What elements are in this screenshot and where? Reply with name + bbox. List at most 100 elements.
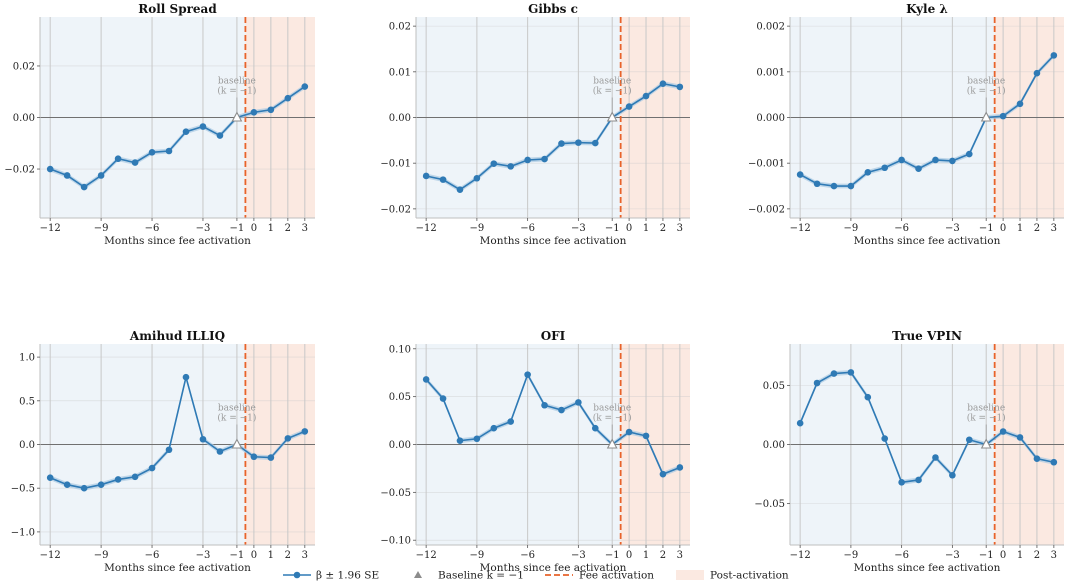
data-point: [625, 103, 633, 110]
data-point: [932, 454, 939, 461]
data-point: [864, 169, 872, 176]
data-point: [999, 112, 1007, 120]
baseline-annotation-line2: (k = −1): [217, 86, 256, 97]
data-point: [182, 128, 190, 135]
data-point: [473, 435, 481, 443]
data-point: [439, 395, 447, 402]
data-point: [524, 156, 531, 164]
data-point: [642, 92, 650, 100]
legend-post-label: Post-activation: [710, 570, 789, 582]
data-point: [46, 474, 54, 482]
series-line: [799, 54, 1055, 187]
x-tick-label: 1: [1017, 223, 1023, 234]
data-point: [165, 147, 173, 155]
x-tick-label: 1: [268, 550, 274, 561]
y-tick-label: −0.02: [380, 204, 411, 215]
x-axis-label: Months since fee activation: [854, 562, 1001, 574]
data-point: [932, 156, 939, 164]
x-tick-label: 2: [660, 223, 666, 234]
data-point: [250, 453, 258, 461]
x-tick-label: 1: [268, 223, 274, 234]
x-tick-label: 1: [643, 550, 649, 561]
data-point: [847, 182, 855, 190]
legend: β ± 1.96 SE Baseline k = −1 Fee activation…: [283, 570, 789, 582]
data-point: [1033, 69, 1041, 77]
legend-series-label: β ± 1.96 SE: [316, 570, 379, 582]
data-point: [267, 106, 275, 114]
x-tick-label: −9: [844, 223, 859, 234]
baseline-annotation-line1: baseline: [593, 404, 631, 414]
chart-panel-1: baseline(k = −1) −12 −9 −6 −3 −1 0 1 2 3 −0.02 0.00…: [4, 2, 315, 247]
data-point: [915, 476, 922, 484]
x-tick-label: −12: [40, 223, 61, 234]
legend-baseline-label: Baseline k = −1: [438, 570, 524, 582]
x-tick-label: −12: [790, 550, 811, 561]
baseline-annotation-line2: (k = −1): [217, 413, 256, 424]
chart-title: Roll Spread: [138, 2, 217, 16]
data-point: [949, 157, 956, 165]
data-point: [591, 139, 599, 147]
y-tick-label: −0.01: [380, 159, 411, 170]
x-tick-label: −1: [605, 223, 620, 234]
chart-panel-5: baseline(k = −1) −12 −9 −6 −3 −1 0 1 2 3 −0.10 −0.0…: [380, 329, 690, 574]
x-tick-label: 0: [1000, 550, 1006, 561]
y-tick-label: 0.5: [19, 396, 35, 407]
x-tick-label: 2: [1034, 223, 1040, 234]
data-point: [199, 123, 207, 130]
data-point: [165, 446, 173, 454]
data-point: [965, 150, 973, 158]
x-tick-label: 3: [302, 223, 308, 234]
data-point: [199, 435, 207, 443]
x-tick-label: −3: [571, 550, 586, 561]
chart-title: Kyle λ: [906, 2, 948, 16]
data-point: [1016, 100, 1024, 108]
data-point: [949, 471, 956, 479]
x-tick-label: −9: [94, 223, 109, 234]
x-axis-label: Months since fee activation: [480, 562, 627, 574]
y-tick-label: 0.000: [756, 113, 785, 124]
x-tick-label: −9: [94, 550, 109, 561]
data-point: [216, 448, 224, 455]
data-point: [625, 428, 633, 436]
x-tick-label: 2: [660, 550, 666, 561]
x-tick-label: 0: [251, 223, 257, 234]
x-tick-label: 3: [1051, 223, 1057, 234]
x-tick-label: 0: [1000, 223, 1006, 234]
data-point: [541, 155, 548, 163]
series-line: [425, 372, 681, 476]
data-point: [284, 435, 292, 442]
data-point: [114, 155, 122, 163]
baseline-annotation-line1: baseline: [218, 77, 256, 87]
series-line: [799, 371, 1055, 484]
data-point: [250, 109, 258, 116]
x-tick-label: −12: [416, 223, 437, 234]
x-tick-label: −3: [196, 550, 211, 561]
x-tick-label: 3: [1051, 550, 1057, 561]
data-point: [898, 479, 905, 486]
y-tick-label: 0.001: [756, 67, 785, 78]
x-tick-label: 2: [285, 223, 291, 234]
data-point: [456, 437, 464, 444]
baseline-annotation-line2: (k = −1): [593, 86, 632, 97]
chart-panel-6: baseline(k = −1) −12 −9 −6 −3 −1 0 1 2 3 −0.05 0.00…: [754, 329, 1064, 574]
data-point: [63, 172, 71, 179]
data-point: [1050, 52, 1058, 59]
x-tick-label: −6: [894, 223, 909, 234]
legend-fee-label: Fee activation: [579, 570, 654, 582]
x-tick-label: −6: [894, 550, 909, 561]
data-point: [216, 132, 224, 139]
data-point: [676, 83, 684, 91]
data-point: [439, 176, 447, 183]
data-point: [1016, 434, 1024, 441]
chart-title: Amihud ILLIQ: [129, 329, 225, 343]
data-point: [575, 139, 582, 146]
x-tick-label: 0: [626, 550, 632, 561]
y-tick-label: 1.0: [19, 353, 35, 364]
data-point: [422, 172, 430, 180]
data-point: [830, 182, 838, 190]
data-point: [642, 432, 650, 440]
data-point: [301, 428, 309, 435]
baseline-marker: [606, 438, 618, 449]
y-tick-label: −0.02: [4, 165, 35, 176]
chart-panel-3: baseline(k = −1) −12 −9 −6 −3 −1 0 1 2 3 −0.002 −0.…: [748, 2, 1064, 247]
